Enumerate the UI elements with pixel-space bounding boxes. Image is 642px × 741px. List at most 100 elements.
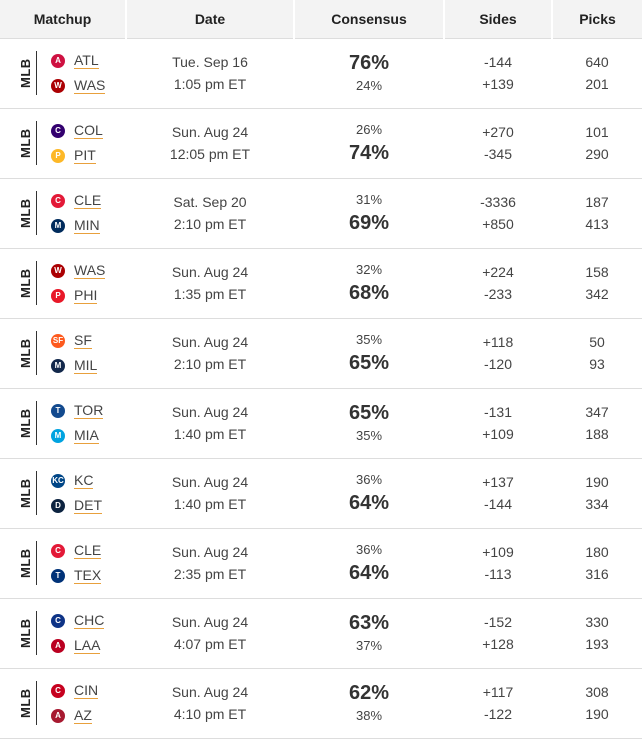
table-row[interactable]: MLB C COL P PIT Sun. Aug 24 12:05 pm ET <box>0 108 642 178</box>
side-home: -233 <box>483 286 513 302</box>
home-team[interactable]: P PHI <box>51 287 105 305</box>
picks-home: 93 <box>589 356 605 372</box>
away-team[interactable]: C CLE <box>51 542 102 560</box>
home-team-abbr[interactable]: AZ <box>74 707 92 724</box>
team-logo-icon: T <box>51 568 65 583</box>
away-team-abbr[interactable]: TOR <box>74 402 104 419</box>
table-row[interactable]: MLB SF SF M MIL Sun. Aug 24 2:10 pm ET <box>0 318 642 388</box>
team-logo-icon: P <box>51 288 65 303</box>
table-row[interactable]: MLB C CLE T TEX Sun. Aug 24 2:35 pm ET <box>0 528 642 598</box>
picks-cell: 180 316 <box>552 528 642 598</box>
home-team-abbr[interactable]: MIN <box>74 217 100 234</box>
away-team-abbr[interactable]: CHC <box>74 612 105 629</box>
game-date: Sun. Aug 24 <box>171 474 249 490</box>
home-team[interactable]: T TEX <box>51 567 102 585</box>
consensus-home: 65% <box>348 352 390 374</box>
away-team[interactable]: C CIN <box>51 682 99 700</box>
home-team[interactable]: A AZ <box>51 707 98 725</box>
away-team-abbr[interactable]: CLE <box>74 192 102 209</box>
consensus-cell: 32% 68% <box>294 248 444 318</box>
picks-home: 193 <box>585 636 609 652</box>
home-team-abbr[interactable]: TEX <box>74 567 102 584</box>
home-team[interactable]: M MIA <box>51 427 103 445</box>
side-home: -113 <box>484 566 512 582</box>
table-row[interactable]: MLB C CHC A LAA Sun. Aug 24 4:07 pm ET <box>0 598 642 668</box>
away-team-abbr[interactable]: CIN <box>74 682 99 699</box>
table-row[interactable]: MLB W WAS P PHI Sun. Aug 24 1:35 pm ET <box>0 248 642 318</box>
home-team[interactable]: M MIN <box>51 217 101 235</box>
game-date: Sun. Aug 24 <box>171 614 249 630</box>
home-team-abbr[interactable]: PIT <box>74 147 96 164</box>
header-sides[interactable]: Sides <box>444 0 553 39</box>
consensus-home: 68% <box>348 282 390 304</box>
home-team[interactable]: D DET <box>51 497 102 515</box>
away-team-abbr[interactable]: COL <box>74 122 103 139</box>
away-team[interactable]: KC KC <box>51 472 102 490</box>
home-team-abbr[interactable]: PHI <box>74 287 98 304</box>
table-row[interactable]: MLB C CIN A AZ Sun. Aug 24 4:10 pm ET <box>0 668 642 738</box>
game-time: 2:35 pm ET <box>173 566 247 582</box>
consensus-away: 76% <box>348 52 390 74</box>
home-team-abbr[interactable]: MIA <box>74 427 99 444</box>
consensus-away: 26% <box>355 122 383 137</box>
home-team-abbr[interactable]: MIL <box>74 357 98 374</box>
matchup-cell: MLB C CHC A LAA <box>0 598 126 668</box>
home-team-abbr[interactable]: WAS <box>74 77 106 94</box>
side-away: +117 <box>482 684 514 700</box>
picks-away: 101 <box>585 124 609 140</box>
table-row[interactable]: MLB C CLE M MIN Sat. Sep 20 2:10 pm ET <box>0 178 642 248</box>
consensus-home: 24% <box>355 78 383 93</box>
picks-cell: 308 190 <box>552 668 642 738</box>
picks-away: 190 <box>585 474 609 490</box>
home-team-abbr[interactable]: LAA <box>74 637 101 654</box>
home-team[interactable]: W WAS <box>51 77 106 95</box>
away-team[interactable]: W WAS <box>51 262 106 280</box>
consensus-away: 63% <box>348 612 390 634</box>
away-team[interactable]: A ATL <box>51 52 105 70</box>
side-home: -144 <box>483 496 513 512</box>
away-team-abbr[interactable]: WAS <box>74 262 106 279</box>
table-header-row: Matchup Date Consensus Sides Picks <box>0 0 642 39</box>
side-away: -3336 <box>480 194 516 210</box>
game-time: 1:05 pm ET <box>173 76 247 92</box>
team-logo-icon: W <box>51 78 65 93</box>
consensus-away: 32% <box>355 262 383 277</box>
team-logo-icon: M <box>51 218 65 233</box>
date-cell: Sat. Sep 20 2:10 pm ET <box>126 178 294 248</box>
picks-away: 640 <box>585 54 609 70</box>
team-logo-icon: P <box>51 148 65 163</box>
away-team-abbr[interactable]: CLE <box>74 542 102 559</box>
away-team-abbr[interactable]: SF <box>74 332 92 349</box>
consensus-away: 35% <box>355 332 383 347</box>
picks-home: 316 <box>585 566 609 582</box>
table-row[interactable]: MLB T TOR M MIA Sun. Aug 24 1:40 pm ET <box>0 388 642 458</box>
consensus-away: 31% <box>355 192 383 207</box>
away-team[interactable]: C CLE <box>51 192 102 210</box>
header-picks[interactable]: Picks <box>552 0 642 39</box>
picks-away: 187 <box>585 194 609 210</box>
home-team-abbr[interactable]: DET <box>74 497 102 514</box>
league-label: MLB <box>18 121 37 165</box>
home-team[interactable]: P PIT <box>51 147 103 165</box>
game-date: Tue. Sep 16 <box>172 54 248 70</box>
game-date: Sun. Aug 24 <box>171 264 249 280</box>
league-label: MLB <box>18 401 37 445</box>
side-away: +109 <box>482 544 514 560</box>
game-time: 12:05 pm ET <box>169 146 251 162</box>
header-matchup[interactable]: Matchup <box>0 0 127 39</box>
sides-cell: +137 -144 <box>444 458 552 528</box>
away-team-abbr[interactable]: ATL <box>74 52 99 69</box>
away-team[interactable]: C CHC <box>51 612 105 630</box>
table-row[interactable]: MLB KC KC D DET Sun. Aug 24 1:40 pm ET <box>0 458 642 528</box>
away-team[interactable]: C COL <box>51 122 103 140</box>
away-team[interactable]: SF SF <box>51 332 97 350</box>
away-team[interactable]: T TOR <box>51 402 104 420</box>
header-consensus[interactable]: Consensus <box>294 0 445 39</box>
game-time: 2:10 pm ET <box>173 216 247 232</box>
header-date[interactable]: Date <box>126 0 295 39</box>
table-row[interactable]: MLB A ATL W WAS Tue. Sep 16 1:05 pm ET <box>0 38 642 108</box>
away-team-abbr[interactable]: KC <box>74 472 94 489</box>
consensus-cell: 36% 64% <box>294 528 444 598</box>
home-team[interactable]: A LAA <box>51 637 104 655</box>
home-team[interactable]: M MIL <box>51 357 98 375</box>
